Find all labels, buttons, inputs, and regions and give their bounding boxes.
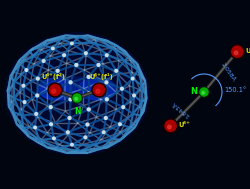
Circle shape — [84, 52, 87, 55]
Circle shape — [52, 137, 55, 140]
Text: U⁵⁺(f¹): U⁵⁺(f¹) — [89, 73, 112, 80]
Circle shape — [69, 81, 72, 84]
Ellipse shape — [82, 80, 107, 96]
Circle shape — [198, 87, 208, 97]
Circle shape — [73, 94, 81, 102]
Text: 150.1°: 150.1° — [223, 87, 245, 93]
Circle shape — [49, 106, 52, 108]
Circle shape — [201, 91, 204, 94]
Circle shape — [87, 75, 90, 78]
Circle shape — [50, 123, 52, 126]
Text: N: N — [74, 107, 81, 116]
Circle shape — [122, 106, 124, 108]
Circle shape — [51, 87, 54, 90]
Circle shape — [70, 143, 73, 146]
Circle shape — [42, 60, 45, 62]
Circle shape — [163, 119, 177, 133]
Ellipse shape — [40, 82, 70, 100]
Circle shape — [118, 123, 121, 125]
Circle shape — [167, 125, 170, 129]
Text: 2.058Å: 2.058Å — [218, 61, 235, 82]
Circle shape — [231, 46, 242, 57]
Ellipse shape — [52, 81, 102, 99]
Text: U⁴⁺(f²): U⁴⁺(f²) — [41, 73, 65, 80]
Circle shape — [74, 64, 78, 66]
Circle shape — [23, 101, 26, 103]
Circle shape — [52, 47, 54, 50]
Circle shape — [34, 126, 36, 129]
Circle shape — [56, 69, 59, 72]
Circle shape — [69, 98, 72, 101]
Ellipse shape — [44, 77, 109, 103]
Circle shape — [120, 87, 123, 90]
Circle shape — [104, 117, 107, 119]
Text: U⁵⁺: U⁵⁺ — [178, 122, 190, 128]
Circle shape — [87, 92, 90, 95]
Ellipse shape — [78, 78, 116, 100]
Circle shape — [233, 51, 237, 55]
Ellipse shape — [38, 78, 76, 100]
Circle shape — [62, 54, 65, 57]
Circle shape — [48, 83, 62, 97]
Ellipse shape — [84, 82, 114, 100]
Circle shape — [66, 131, 69, 134]
Circle shape — [36, 77, 39, 80]
Circle shape — [86, 123, 88, 126]
Circle shape — [114, 69, 117, 72]
Circle shape — [104, 81, 108, 84]
Circle shape — [22, 84, 25, 87]
Circle shape — [132, 94, 135, 97]
Circle shape — [97, 64, 100, 66]
Circle shape — [92, 83, 106, 97]
Circle shape — [93, 84, 104, 95]
Circle shape — [199, 88, 207, 96]
Circle shape — [96, 89, 100, 93]
Circle shape — [102, 131, 104, 134]
Text: U⁴⁺: U⁴⁺ — [244, 48, 250, 54]
Circle shape — [87, 108, 90, 111]
Ellipse shape — [5, 33, 148, 155]
Ellipse shape — [46, 80, 71, 96]
Circle shape — [35, 112, 37, 115]
Text: 1.843Å: 1.843Å — [170, 100, 190, 118]
Circle shape — [25, 69, 28, 71]
Circle shape — [131, 77, 134, 80]
Circle shape — [72, 93, 82, 103]
Circle shape — [105, 54, 108, 57]
Circle shape — [52, 89, 56, 93]
Circle shape — [74, 97, 77, 100]
Circle shape — [229, 45, 243, 59]
Circle shape — [36, 94, 38, 97]
Text: N: N — [190, 88, 197, 97]
Circle shape — [164, 120, 175, 131]
Circle shape — [84, 136, 86, 139]
Circle shape — [49, 84, 60, 95]
Circle shape — [68, 117, 71, 119]
Circle shape — [70, 42, 73, 45]
Circle shape — [105, 98, 108, 101]
